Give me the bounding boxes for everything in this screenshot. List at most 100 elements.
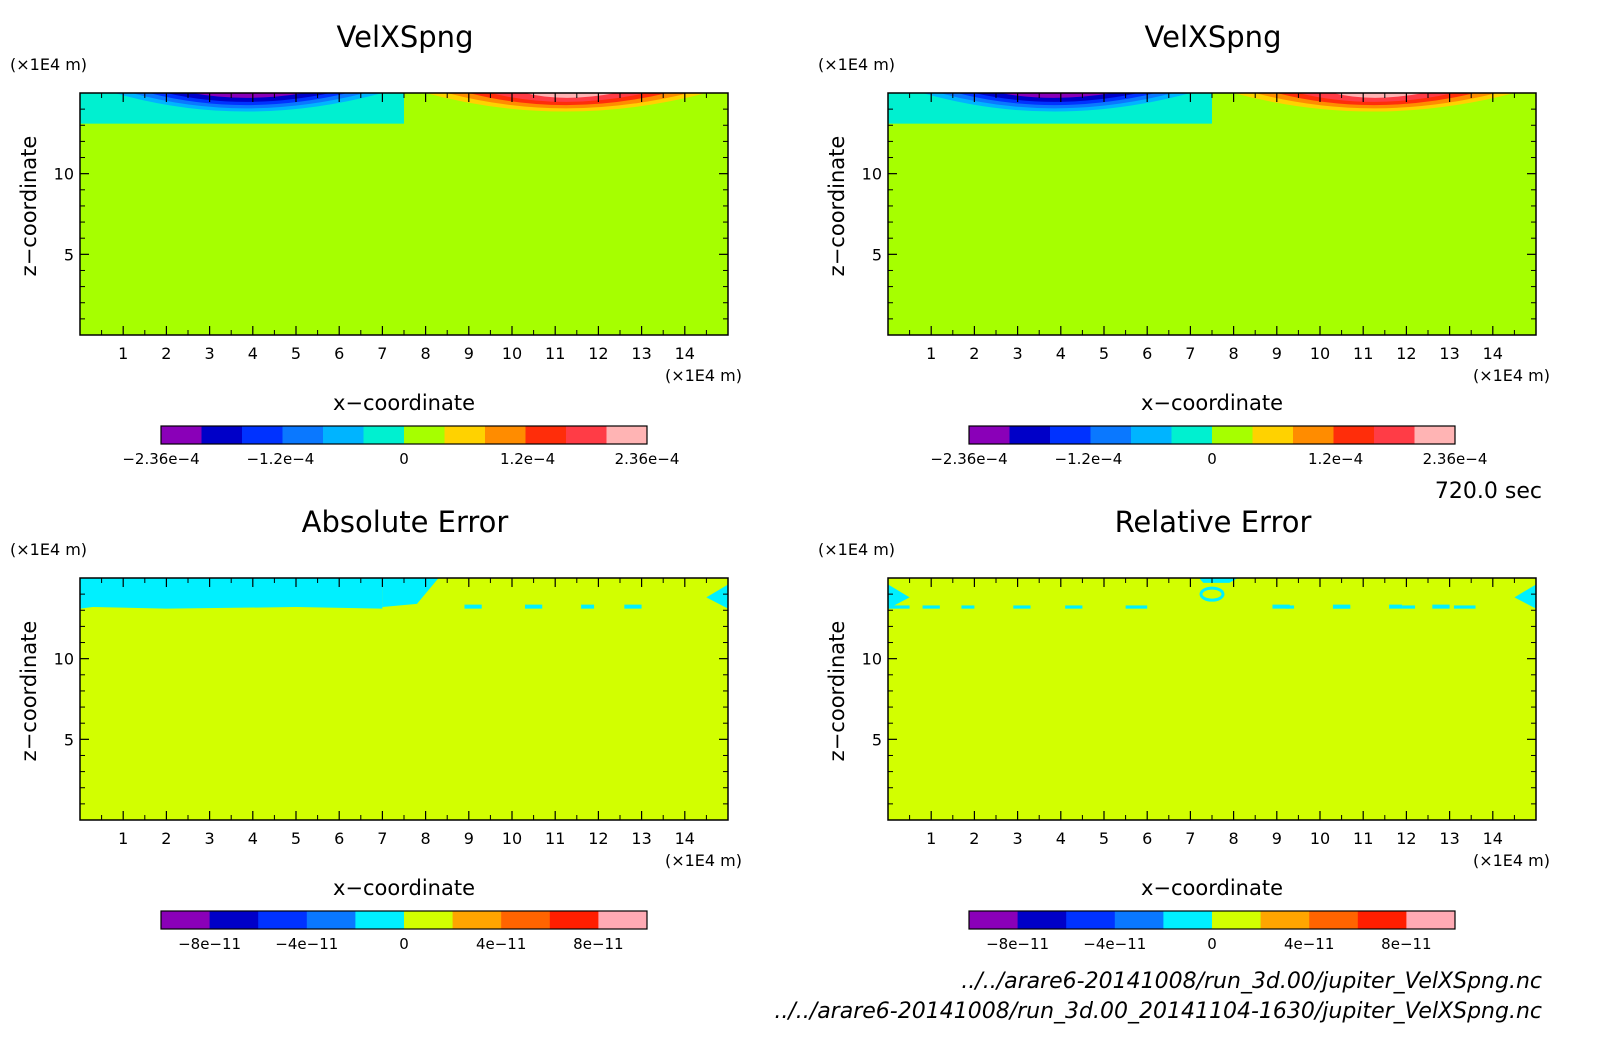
x-tick-label: 14 <box>1483 829 1503 848</box>
x-tick-label: 7 <box>1185 344 1195 363</box>
x-tick-label: 9 <box>464 829 474 848</box>
x-unit-label: (×1E4 m) <box>1473 366 1550 385</box>
colorbar-label: −2.36e−4 <box>122 450 199 468</box>
x-unit-label: (×1E4 m) <box>665 851 742 870</box>
x-tick-label: 14 <box>1483 344 1503 363</box>
x-tick-label: 1 <box>926 829 936 848</box>
colorbar-swatch <box>1171 426 1213 444</box>
field-contour <box>464 604 482 609</box>
colorbar-swatch <box>1131 426 1172 444</box>
colorbar-swatch <box>566 426 607 444</box>
field-contour <box>1065 605 1083 609</box>
field-contour <box>1199 586 1225 602</box>
x-tick-label: 8 <box>1229 344 1239 363</box>
colorbar-swatch <box>1009 426 1051 444</box>
y-tick-label: 5 <box>872 730 882 749</box>
field-contour <box>961 605 975 609</box>
x-tick-label: 14 <box>675 344 695 363</box>
x-axis-label: x−coordinate <box>1141 391 1283 415</box>
x-tick-label: 11 <box>545 829 565 848</box>
x-unit-label: (×1E4 m) <box>1473 851 1550 870</box>
field-contour <box>1432 604 1450 609</box>
colorbar-label: 2.36e−4 <box>1423 450 1488 468</box>
colorbar-frame <box>160 910 648 930</box>
chart-title: VelXSpng <box>337 20 474 54</box>
x-tick-label: 1 <box>118 344 128 363</box>
x-tick-label: 1 <box>118 829 128 848</box>
field-background <box>888 578 1536 820</box>
x-axis-label: x−coordinate <box>333 391 475 415</box>
field-contour <box>1199 578 1238 583</box>
colorbar-swatch <box>525 426 567 444</box>
y-tick-label: 10 <box>862 650 882 669</box>
colorbar-swatch <box>1212 911 1262 929</box>
x-tick-label: 13 <box>1439 829 1459 848</box>
x-tick-label: 4 <box>1056 344 1066 363</box>
x-tick-label: 3 <box>1013 829 1023 848</box>
colorbar-label: −8e−11 <box>178 935 241 953</box>
colorbar-label: 2.36e−4 <box>615 450 680 468</box>
x-tick-label: 14 <box>675 829 695 848</box>
colorbar-swatch <box>209 911 259 929</box>
x-tick-label: 12 <box>588 344 608 363</box>
x-tick-label: 10 <box>502 344 522 363</box>
colorbar-swatch <box>242 426 283 444</box>
colorbar-label: 1.2e−4 <box>1308 450 1363 468</box>
colorbar-label: 4e−11 <box>1284 935 1334 953</box>
colorbar-label: 0 <box>1207 450 1217 468</box>
x-tick-label: 10 <box>502 829 522 848</box>
colorbar-swatch <box>1309 911 1359 929</box>
colorbar-frame <box>160 425 648 445</box>
field-contour <box>391 586 417 602</box>
y-axis-label: z−coordinate <box>825 136 849 277</box>
colorbar-swatch <box>1114 911 1164 929</box>
x-tick-label: 5 <box>1099 829 1109 848</box>
x-tick-label: 7 <box>377 344 387 363</box>
field-contour <box>1389 604 1403 609</box>
chart-title: Absolute Error <box>302 505 509 539</box>
y-tick-label: 10 <box>862 165 882 184</box>
colorbar-label: −1.2e−4 <box>247 450 315 468</box>
field-contour <box>524 604 543 609</box>
x-tick-label: 13 <box>631 344 651 363</box>
field-contour <box>1000 93 1113 98</box>
colorbar-swatch <box>1252 426 1294 444</box>
colorbar-swatch <box>1050 426 1091 444</box>
field-contour <box>706 584 728 609</box>
x-tick-label: 9 <box>1272 829 1282 848</box>
field-background <box>888 93 1536 335</box>
colorbar-swatch <box>1414 426 1456 444</box>
colorbar-swatch <box>452 911 502 929</box>
colorbar-swatch <box>201 426 243 444</box>
y-tick-label: 5 <box>64 245 74 264</box>
x-tick-label: 6 <box>334 829 344 848</box>
colorbar-swatch <box>306 911 356 929</box>
colorbar-swatch <box>598 911 648 929</box>
x-tick-label: 7 <box>377 829 387 848</box>
time-label: 720.0 sec <box>1435 479 1542 504</box>
colorbar-swatch <box>1333 426 1375 444</box>
field-contour <box>1332 604 1351 609</box>
x-tick-label: 12 <box>1396 344 1416 363</box>
x-tick-label: 2 <box>161 829 171 848</box>
colorbar-label: −1.2e−4 <box>1055 450 1123 468</box>
x-tick-label: 11 <box>545 344 565 363</box>
field-contour <box>1013 605 1031 609</box>
x-tick-label: 5 <box>291 344 301 363</box>
x-tick-label: 10 <box>1310 344 1330 363</box>
colorbar-label: 0 <box>399 935 409 953</box>
colorbar-swatch <box>1212 426 1253 444</box>
field-contour <box>1332 93 1424 98</box>
x-tick-label: 2 <box>969 829 979 848</box>
colorbar-swatch <box>1357 911 1407 929</box>
field-contour <box>524 93 616 98</box>
field-contour <box>1125 605 1148 609</box>
y-axis-label: z−coordinate <box>17 136 41 277</box>
chart-panel: VelXSpng(×1E4 m)1 2 3 4 5 6 7 8 9 10 11 12 13 14510(×… <box>818 20 1550 468</box>
x-tick-label: 4 <box>1056 829 1066 848</box>
field-contour <box>1453 605 1476 609</box>
field-contour <box>581 604 595 609</box>
field-contour <box>1272 604 1290 609</box>
colorbar-swatch <box>161 426 202 444</box>
colorbar-swatch <box>1066 911 1116 929</box>
